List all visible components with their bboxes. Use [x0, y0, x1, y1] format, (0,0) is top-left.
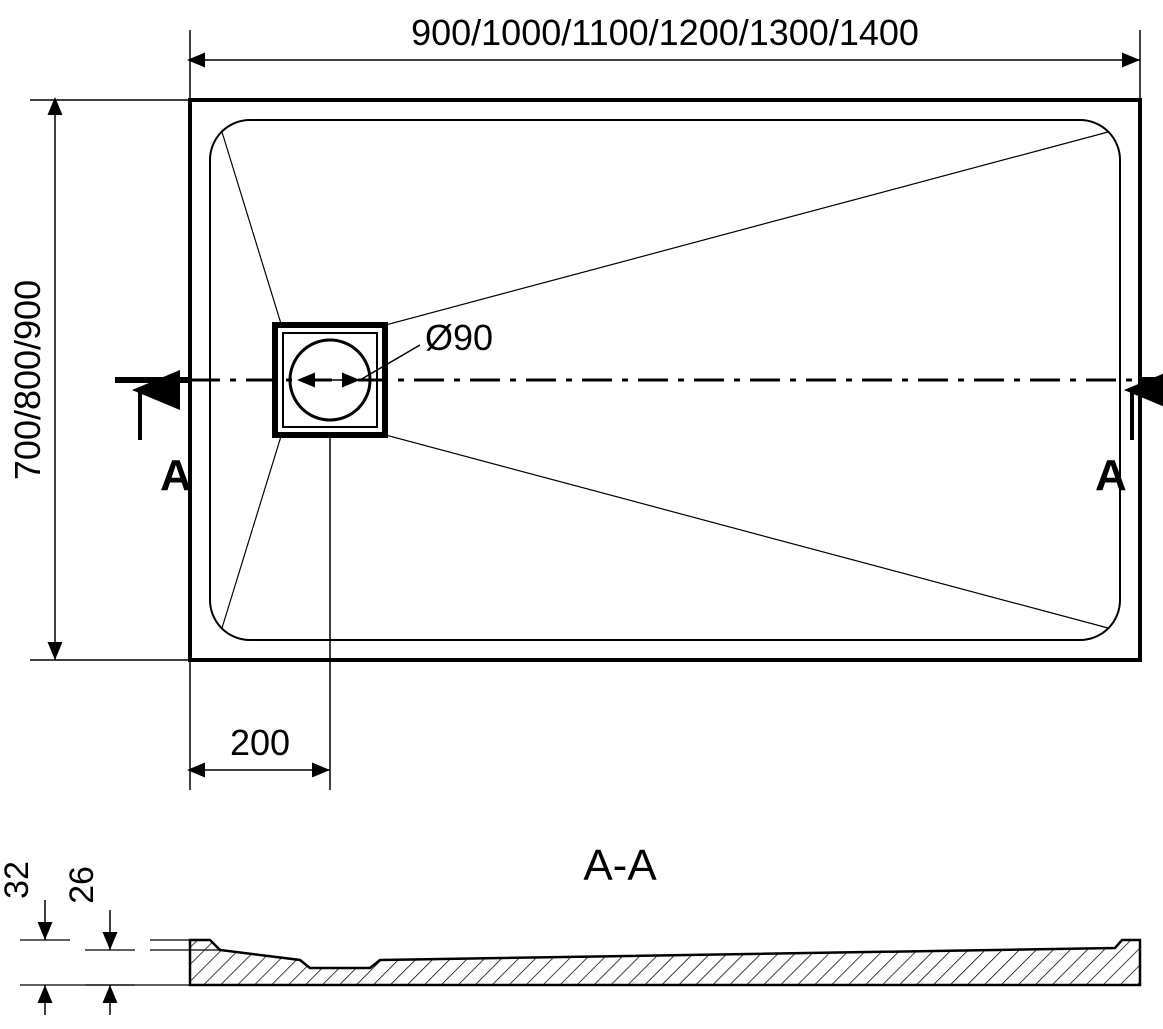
section-profile	[20, 940, 1140, 985]
drain-leader	[360, 345, 420, 380]
dim-drain-offset-label: 200	[230, 722, 290, 763]
dim-thickness-26: 26	[63, 866, 135, 1015]
section-line: A A	[115, 380, 1160, 500]
dim-26-label: 26	[63, 866, 101, 904]
dim-32-label: 32	[0, 861, 36, 899]
section-title: A-A	[583, 841, 657, 890]
drain-diameter-label: Ø90	[425, 317, 493, 358]
dim-width: 900/1000/1100/1200/1300/1400	[190, 12, 1140, 100]
section-marker-left: A	[160, 451, 192, 500]
section-marker-right: A	[1095, 451, 1127, 500]
dim-width-label: 900/1000/1100/1200/1300/1400	[411, 12, 919, 53]
dim-height-label: 700/800/900	[7, 280, 48, 480]
technical-drawing: 900/1000/1100/1200/1300/1400 700/800/900…	[0, 0, 1163, 1024]
dim-thickness-32: 32	[0, 861, 70, 1015]
